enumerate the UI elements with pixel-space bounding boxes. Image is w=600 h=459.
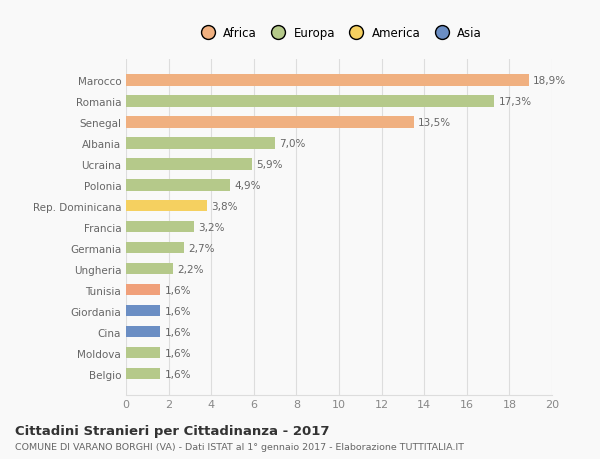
Text: 7,0%: 7,0% [280, 139, 306, 148]
Bar [126, 138, 275, 149]
Bar [126, 159, 251, 170]
Bar [126, 368, 160, 380]
Text: 1,6%: 1,6% [164, 327, 191, 337]
Text: 13,5%: 13,5% [418, 118, 451, 128]
Legend: Africa, Europa, America, Asia: Africa, Europa, America, Asia [191, 22, 487, 45]
Text: 1,6%: 1,6% [164, 285, 191, 295]
Bar [126, 221, 194, 233]
Text: 1,6%: 1,6% [164, 369, 191, 379]
Text: 18,9%: 18,9% [533, 76, 566, 86]
Text: 4,9%: 4,9% [235, 180, 261, 190]
Text: 17,3%: 17,3% [499, 96, 532, 106]
Text: 2,7%: 2,7% [188, 243, 214, 253]
Bar [126, 242, 184, 254]
Text: 3,2%: 3,2% [199, 222, 225, 232]
Text: 1,6%: 1,6% [164, 306, 191, 316]
Bar [126, 75, 529, 86]
Bar [126, 347, 160, 358]
Bar [126, 305, 160, 317]
Text: Cittadini Stranieri per Cittadinanza - 2017: Cittadini Stranieri per Cittadinanza - 2… [15, 424, 329, 437]
Text: 3,8%: 3,8% [211, 202, 238, 211]
Text: 1,6%: 1,6% [164, 348, 191, 358]
Bar [126, 179, 230, 191]
Bar [126, 284, 160, 296]
Bar [126, 117, 413, 128]
Text: 5,9%: 5,9% [256, 159, 283, 169]
Text: COMUNE DI VARANO BORGHI (VA) - Dati ISTAT al 1° gennaio 2017 - Elaborazione TUTT: COMUNE DI VARANO BORGHI (VA) - Dati ISTA… [15, 442, 464, 451]
Bar [126, 201, 207, 212]
Bar [126, 326, 160, 338]
Bar [126, 263, 173, 275]
Bar [126, 96, 494, 107]
Text: 2,2%: 2,2% [177, 264, 203, 274]
